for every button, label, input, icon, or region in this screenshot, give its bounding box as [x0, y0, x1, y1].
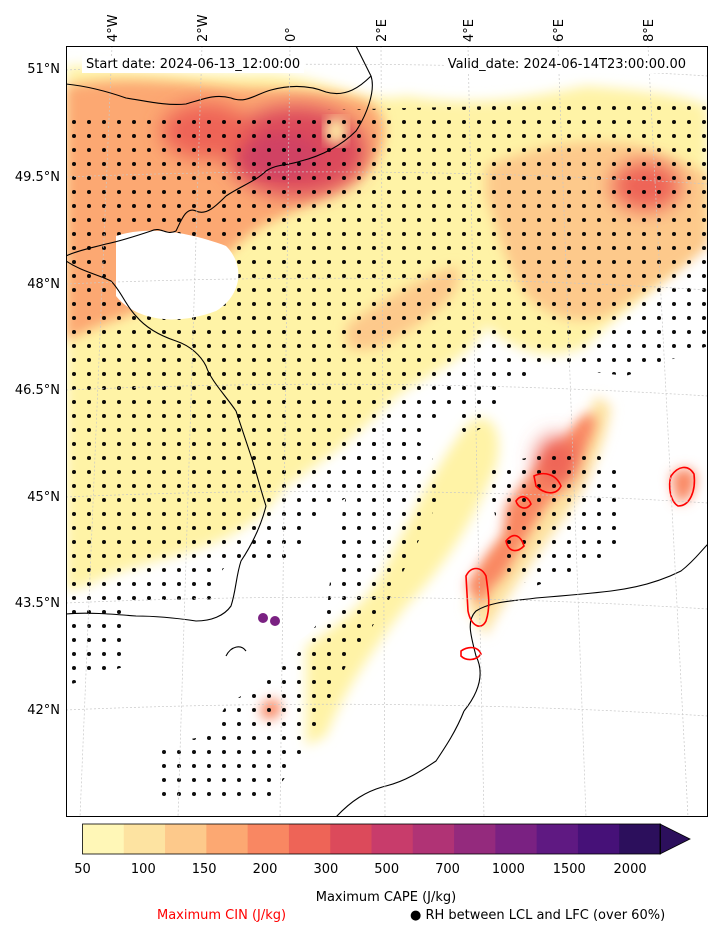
- colorbar-segment: [371, 824, 414, 854]
- colorbar-tick-label: 2000: [613, 862, 647, 877]
- lat-label-51: 51°N: [27, 62, 60, 77]
- colorbar-tick-label: 200: [252, 862, 278, 877]
- colorbar-segment: [495, 824, 538, 854]
- rh-dot-regions: [66, 101, 708, 806]
- lat-label-49-5: 49.5°N: [14, 170, 60, 185]
- colorbar-frame: [82, 823, 661, 855]
- cape-point-1: [258, 613, 268, 623]
- cin-legend-label: Maximum CIN (J/kg): [157, 908, 287, 923]
- lon-label-0: 0°: [284, 27, 299, 42]
- colorbar-extend-arrow: [659, 823, 691, 855]
- colorbar-segment: [454, 824, 496, 854]
- blank-area-south: [210, 559, 329, 650]
- start-date-label: Start date: 2024-06-13_12:00:00: [86, 57, 301, 72]
- colorbar-segment: [536, 824, 579, 854]
- map-panel: [66, 46, 708, 817]
- colorbar-segment: [247, 824, 290, 854]
- start-date-box: Start date: 2024-06-13_12:00:00: [82, 56, 305, 73]
- colorbar-segment: [412, 824, 455, 854]
- lat-label-48: 48°N: [27, 277, 60, 292]
- colorbar-tick-label: 50: [74, 862, 91, 877]
- valid-date-box: Valid_date: 2024-06-14T23:00:00.00: [443, 56, 690, 73]
- map-frame: [66, 46, 708, 817]
- lat-label-42: 42°N: [27, 703, 60, 718]
- graticule: [66, 46, 708, 817]
- lat-label-46-5: 46.5°N: [14, 383, 60, 398]
- valid-date-label: Valid_date: 2024-06-14T23:00:00.00: [447, 57, 686, 72]
- colorbar-segment: [577, 824, 620, 854]
- lat-label-45: 45°N: [27, 490, 60, 505]
- lon-label-8e: 8°E: [642, 19, 657, 42]
- colorbar-segment: [288, 824, 331, 854]
- colorbar-segment: [123, 824, 166, 854]
- lon-label-6e: 6°E: [552, 19, 567, 42]
- colorbar-segment: [206, 824, 249, 854]
- colorbar-segment: [82, 824, 125, 854]
- colorbar-tick-label: 300: [313, 862, 339, 877]
- colorbar: [82, 823, 691, 855]
- colorbar-tick-label: 100: [130, 862, 156, 877]
- colorbar-segment: [165, 824, 207, 854]
- lon-label-4e: 4°E: [462, 19, 477, 42]
- cin-contours: [460, 466, 696, 661]
- lon-label-2w: 2°W: [196, 14, 211, 42]
- colorbar-segment: [330, 824, 372, 854]
- lat-label-43-5: 43.5°N: [14, 596, 60, 611]
- colorbar-tick-label: 1000: [491, 862, 525, 877]
- rh-legend-label: ● RH between LCL and LFC (over 60%): [410, 908, 666, 923]
- colorbar-tick-label: 150: [191, 862, 217, 877]
- colorbar-tick-label: 700: [435, 862, 460, 877]
- colorbar-tick-label: 1500: [552, 862, 586, 877]
- lon-label-2e: 2°E: [375, 19, 390, 42]
- blank-area-west: [116, 230, 239, 320]
- colorbar-title: Maximum CAPE (J/kg): [315, 890, 457, 905]
- lon-label-4w: 4°W: [106, 14, 121, 42]
- coastlines: [66, 46, 708, 817]
- colorbar-tick-label: 500: [374, 862, 400, 877]
- colorbar-segment: [619, 824, 661, 854]
- colorbar-segments: [82, 824, 661, 854]
- cape-point-2: [270, 616, 280, 626]
